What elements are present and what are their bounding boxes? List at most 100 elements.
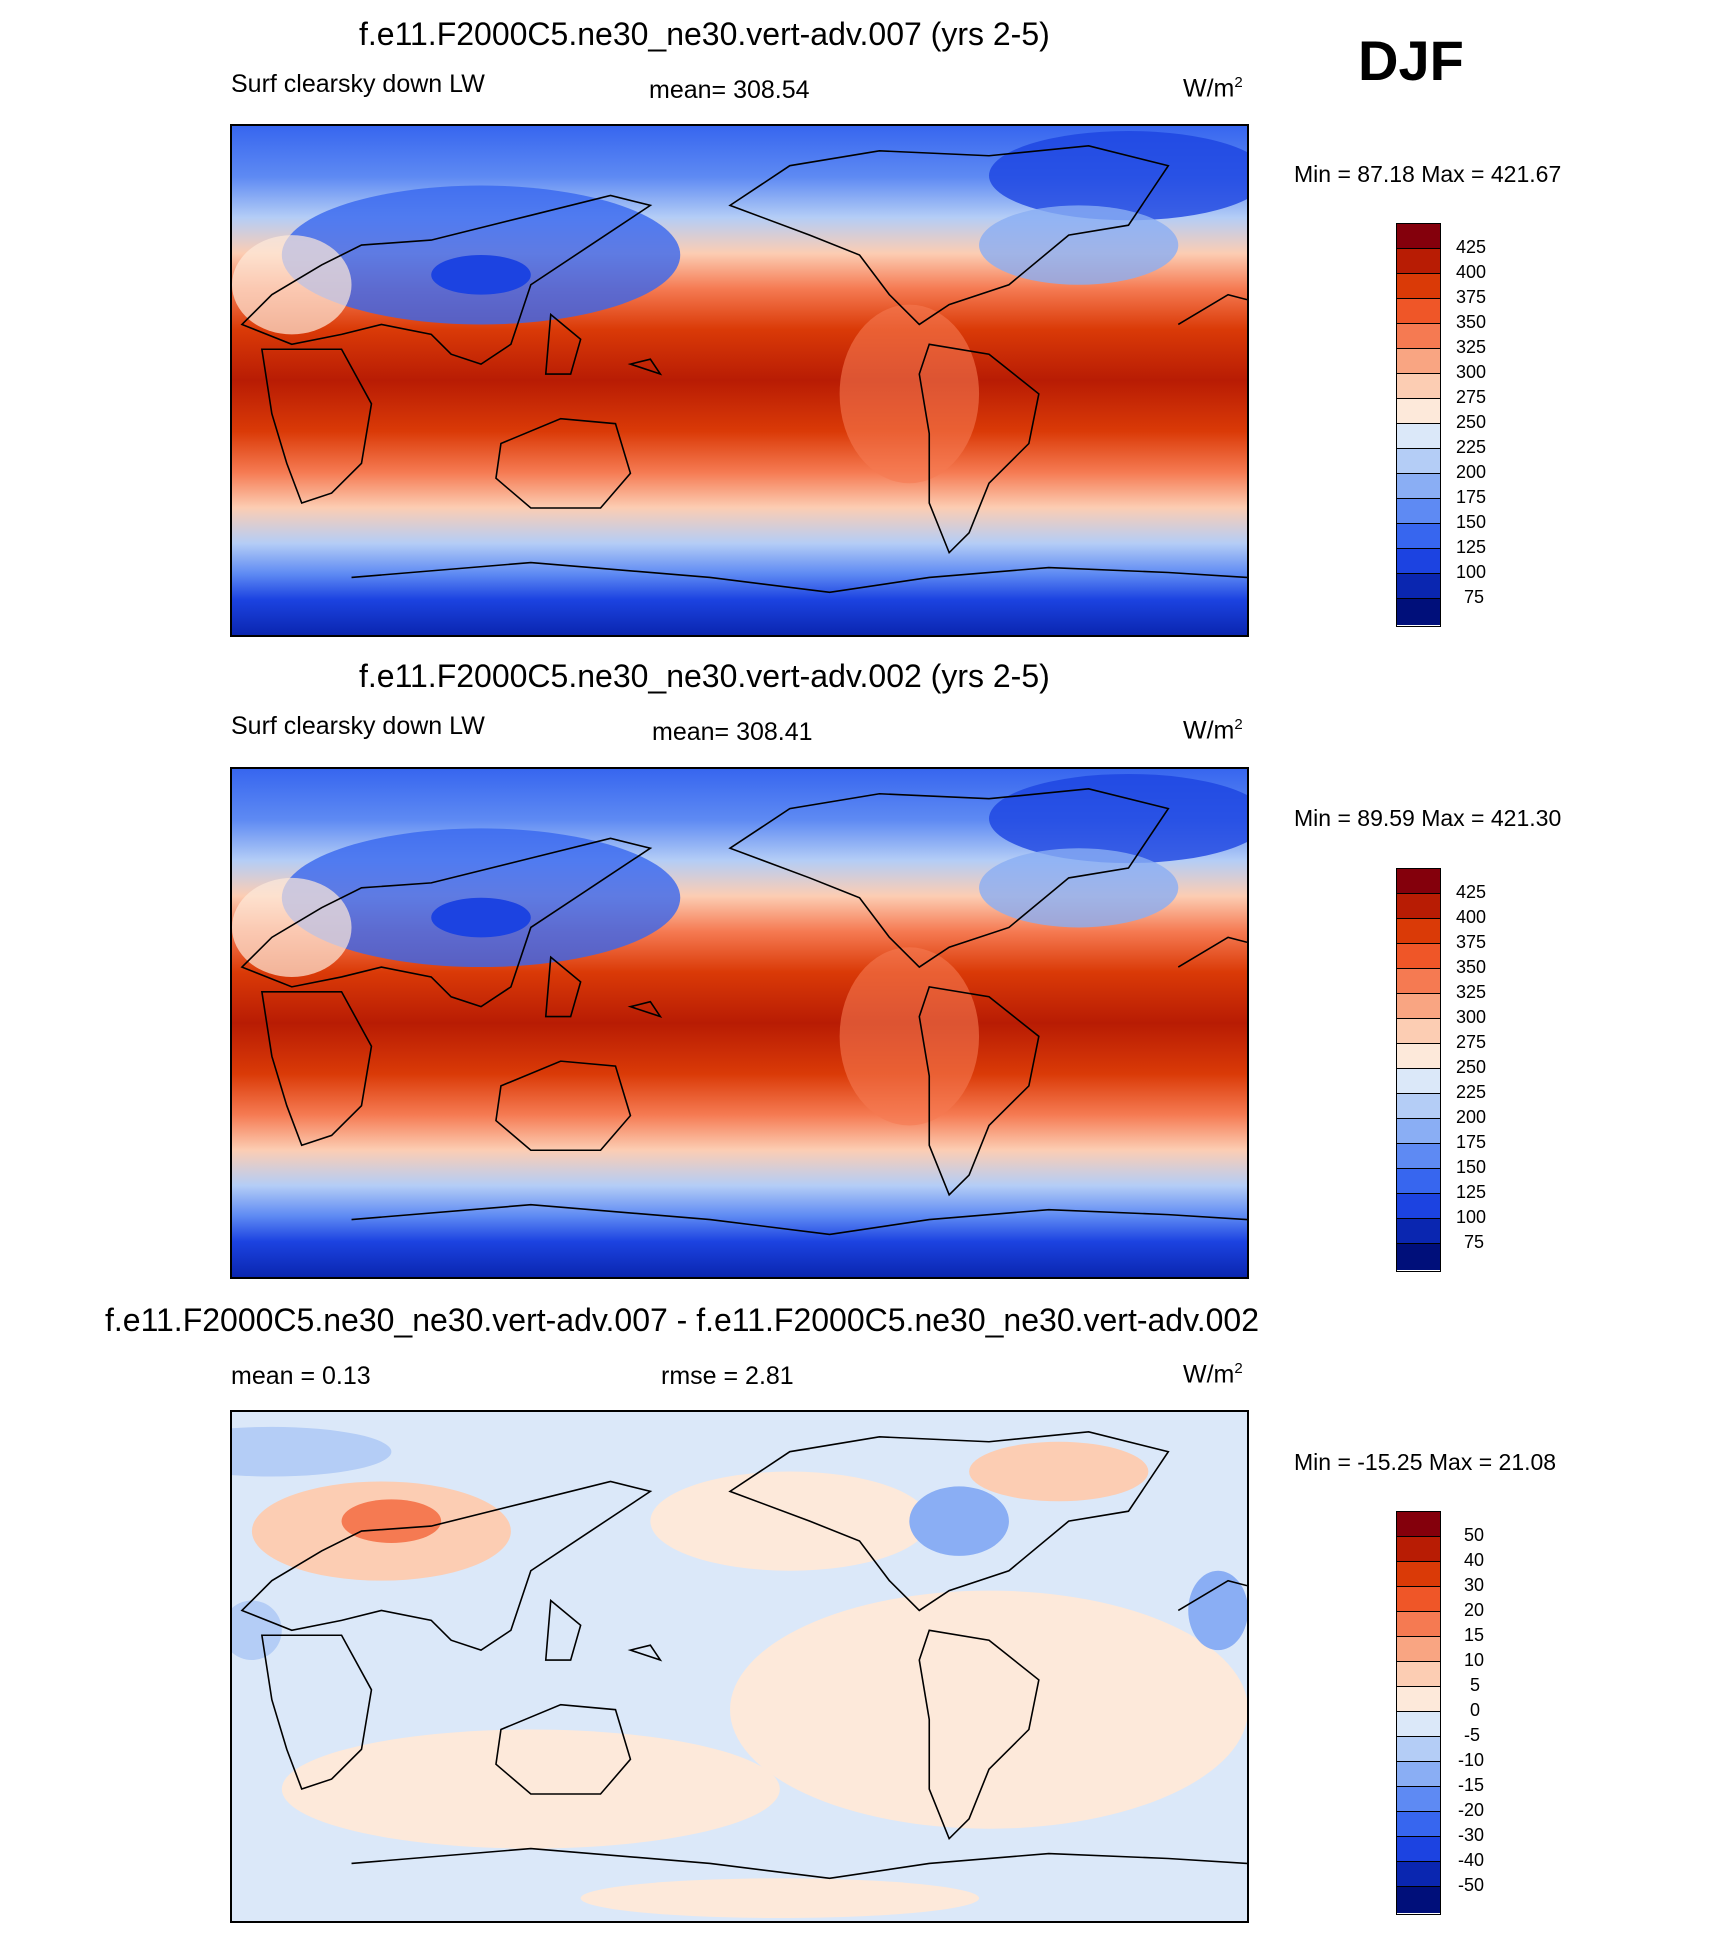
colorbar-2-swatch — [1397, 1219, 1440, 1244]
colorbar-2-swatch — [1397, 1044, 1440, 1069]
colorbar-1-swatch — [1397, 524, 1440, 549]
panel-1-units: W/m2 — [1183, 74, 1243, 103]
colorbar-1-swatch — [1397, 299, 1440, 324]
colorbar-1-swatch — [1397, 224, 1440, 249]
colorbar-1-tick: 200 — [1456, 462, 1487, 482]
colorbar-3-swatch — [1397, 1512, 1440, 1537]
colorbar-1-tick: 75 — [1464, 587, 1485, 607]
colorbar-2-swatch — [1397, 894, 1440, 919]
colorbar-3-tick: 30 — [1464, 1575, 1485, 1595]
panel-3-colorbar — [1396, 1511, 1441, 1915]
colorbar-1-tick: 275 — [1456, 387, 1487, 407]
colorbar-3-swatch — [1397, 1562, 1440, 1587]
colorbar-2-swatch — [1397, 1069, 1440, 1094]
colorbar-1-swatch — [1397, 424, 1440, 449]
colorbar-3-swatch — [1397, 1587, 1440, 1612]
panel-3-mean: mean = 0.13 — [231, 1362, 371, 1390]
colorbar-3-tick: 40 — [1464, 1550, 1485, 1570]
panel-2-variable-label: Surf clearsky down LW — [231, 712, 485, 740]
panel-1-map — [230, 124, 1249, 637]
colorbar-1-swatch — [1397, 449, 1440, 474]
colorbar-1-swatch — [1397, 249, 1440, 274]
colorbar-2-swatch — [1397, 944, 1440, 969]
colorbar-3-swatch — [1397, 1762, 1440, 1787]
colorbar-3-swatch — [1397, 1662, 1440, 1687]
colorbar-3-tick: 50 — [1464, 1525, 1485, 1545]
colorbar-3-swatch — [1397, 1612, 1440, 1637]
colorbar-2-tick: 250 — [1456, 1057, 1487, 1077]
panel-2-colorbar — [1396, 868, 1441, 1272]
colorbar-2-tick: 300 — [1456, 1007, 1487, 1027]
panel-3-minmax: Min = -15.25 Max = 21.08 — [1294, 1449, 1557, 1475]
colorbar-3-swatch — [1397, 1712, 1440, 1737]
panel-1-variable-label: Surf clearsky down LW — [231, 70, 485, 98]
colorbar-2-tick: 125 — [1456, 1182, 1487, 1202]
colorbar-3-tick: 20 — [1464, 1600, 1485, 1620]
colorbar-1-tick: 300 — [1456, 362, 1487, 382]
colorbar-1-tick: 125 — [1456, 537, 1487, 557]
colorbar-1-tick: 350 — [1456, 312, 1487, 332]
colorbar-1-tick: 425 — [1456, 237, 1487, 257]
colorbar-2-swatch — [1397, 994, 1440, 1019]
colorbar-3-tick: -15 — [1458, 1775, 1485, 1795]
colorbar-3-swatch — [1397, 1637, 1440, 1662]
colorbar-3-swatch — [1397, 1737, 1440, 1762]
colorbar-2-swatch — [1397, 969, 1440, 994]
panel-2-mean: mean= 308.41 — [652, 718, 813, 746]
colorbar-2-tick: 75 — [1464, 1232, 1485, 1252]
colorbar-3-swatch — [1397, 1812, 1440, 1837]
colorbar-1-swatch — [1397, 374, 1440, 399]
colorbar-2-swatch — [1397, 1244, 1440, 1270]
colorbar-2-swatch — [1397, 1094, 1440, 1119]
colorbar-3-tick: -10 — [1458, 1750, 1485, 1770]
colorbar-3-tick: 0 — [1470, 1700, 1481, 1720]
panel-1-mean: mean= 308.54 — [649, 76, 810, 104]
colorbar-2-swatch — [1397, 1169, 1440, 1194]
panel-3-units: W/m2 — [1183, 1360, 1243, 1389]
colorbar-2-tick: 325 — [1456, 982, 1487, 1002]
colorbar-1-swatch — [1397, 474, 1440, 499]
colorbar-2-swatch — [1397, 1144, 1440, 1169]
panel-1-title: f.e11.F2000C5.ne30_ne30.vert-adv.007 (yr… — [359, 16, 1050, 52]
colorbar-2-tick: 425 — [1456, 882, 1487, 902]
colorbar-3-tick: -30 — [1458, 1825, 1485, 1845]
panel-1-colorbar — [1396, 223, 1441, 627]
panel-3-map — [230, 1410, 1249, 1923]
colorbar-1-tick: 250 — [1456, 412, 1487, 432]
colorbar-2-tick: 275 — [1456, 1032, 1487, 1052]
colorbar-2-swatch — [1397, 919, 1440, 944]
panel-1-minmax: Min = 87.18 Max = 421.67 — [1294, 161, 1562, 187]
colorbar-2-tick: 150 — [1456, 1157, 1487, 1177]
panel-2-title: f.e11.F2000C5.ne30_ne30.vert-adv.002 (yr… — [359, 658, 1050, 694]
colorbar-2-swatch — [1397, 1019, 1440, 1044]
colorbar-1-tick: 175 — [1456, 487, 1487, 507]
colorbar-3-tick: 10 — [1464, 1650, 1485, 1670]
colorbar-1-tick: 400 — [1456, 262, 1487, 282]
colorbar-1-swatch — [1397, 324, 1440, 349]
colorbar-3-swatch — [1397, 1687, 1440, 1712]
colorbar-3-swatch — [1397, 1887, 1440, 1913]
colorbar-3-tick: -20 — [1458, 1800, 1485, 1820]
panel-2-units: W/m2 — [1183, 716, 1243, 745]
colorbar-2-tick: 225 — [1456, 1082, 1487, 1102]
season-label: DJF — [1358, 29, 1464, 92]
colorbar-3-tick: 5 — [1470, 1675, 1481, 1695]
colorbar-1-tick: 225 — [1456, 437, 1487, 457]
colorbar-2-tick: 200 — [1456, 1107, 1487, 1127]
colorbar-2-swatch — [1397, 869, 1440, 894]
colorbar-1-swatch — [1397, 574, 1440, 599]
colorbar-3-swatch — [1397, 1787, 1440, 1812]
colorbar-1-swatch — [1397, 399, 1440, 424]
colorbar-1-swatch — [1397, 499, 1440, 524]
panel-3-title: f.e11.F2000C5.ne30_ne30.vert-adv.007 - f… — [105, 1302, 1259, 1338]
colorbar-3-tick: -50 — [1458, 1875, 1485, 1895]
colorbar-1-tick: 100 — [1456, 562, 1487, 582]
panel-3-rmse: rmse = 2.81 — [661, 1362, 794, 1390]
colorbar-1-swatch — [1397, 349, 1440, 374]
colorbar-2-tick: 175 — [1456, 1132, 1487, 1152]
colorbar-2-swatch — [1397, 1119, 1440, 1144]
panel-2-map — [230, 767, 1249, 1279]
colorbar-1-swatch — [1397, 274, 1440, 299]
colorbar-3-tick: 15 — [1464, 1625, 1485, 1645]
colorbar-2-tick: 375 — [1456, 932, 1487, 952]
